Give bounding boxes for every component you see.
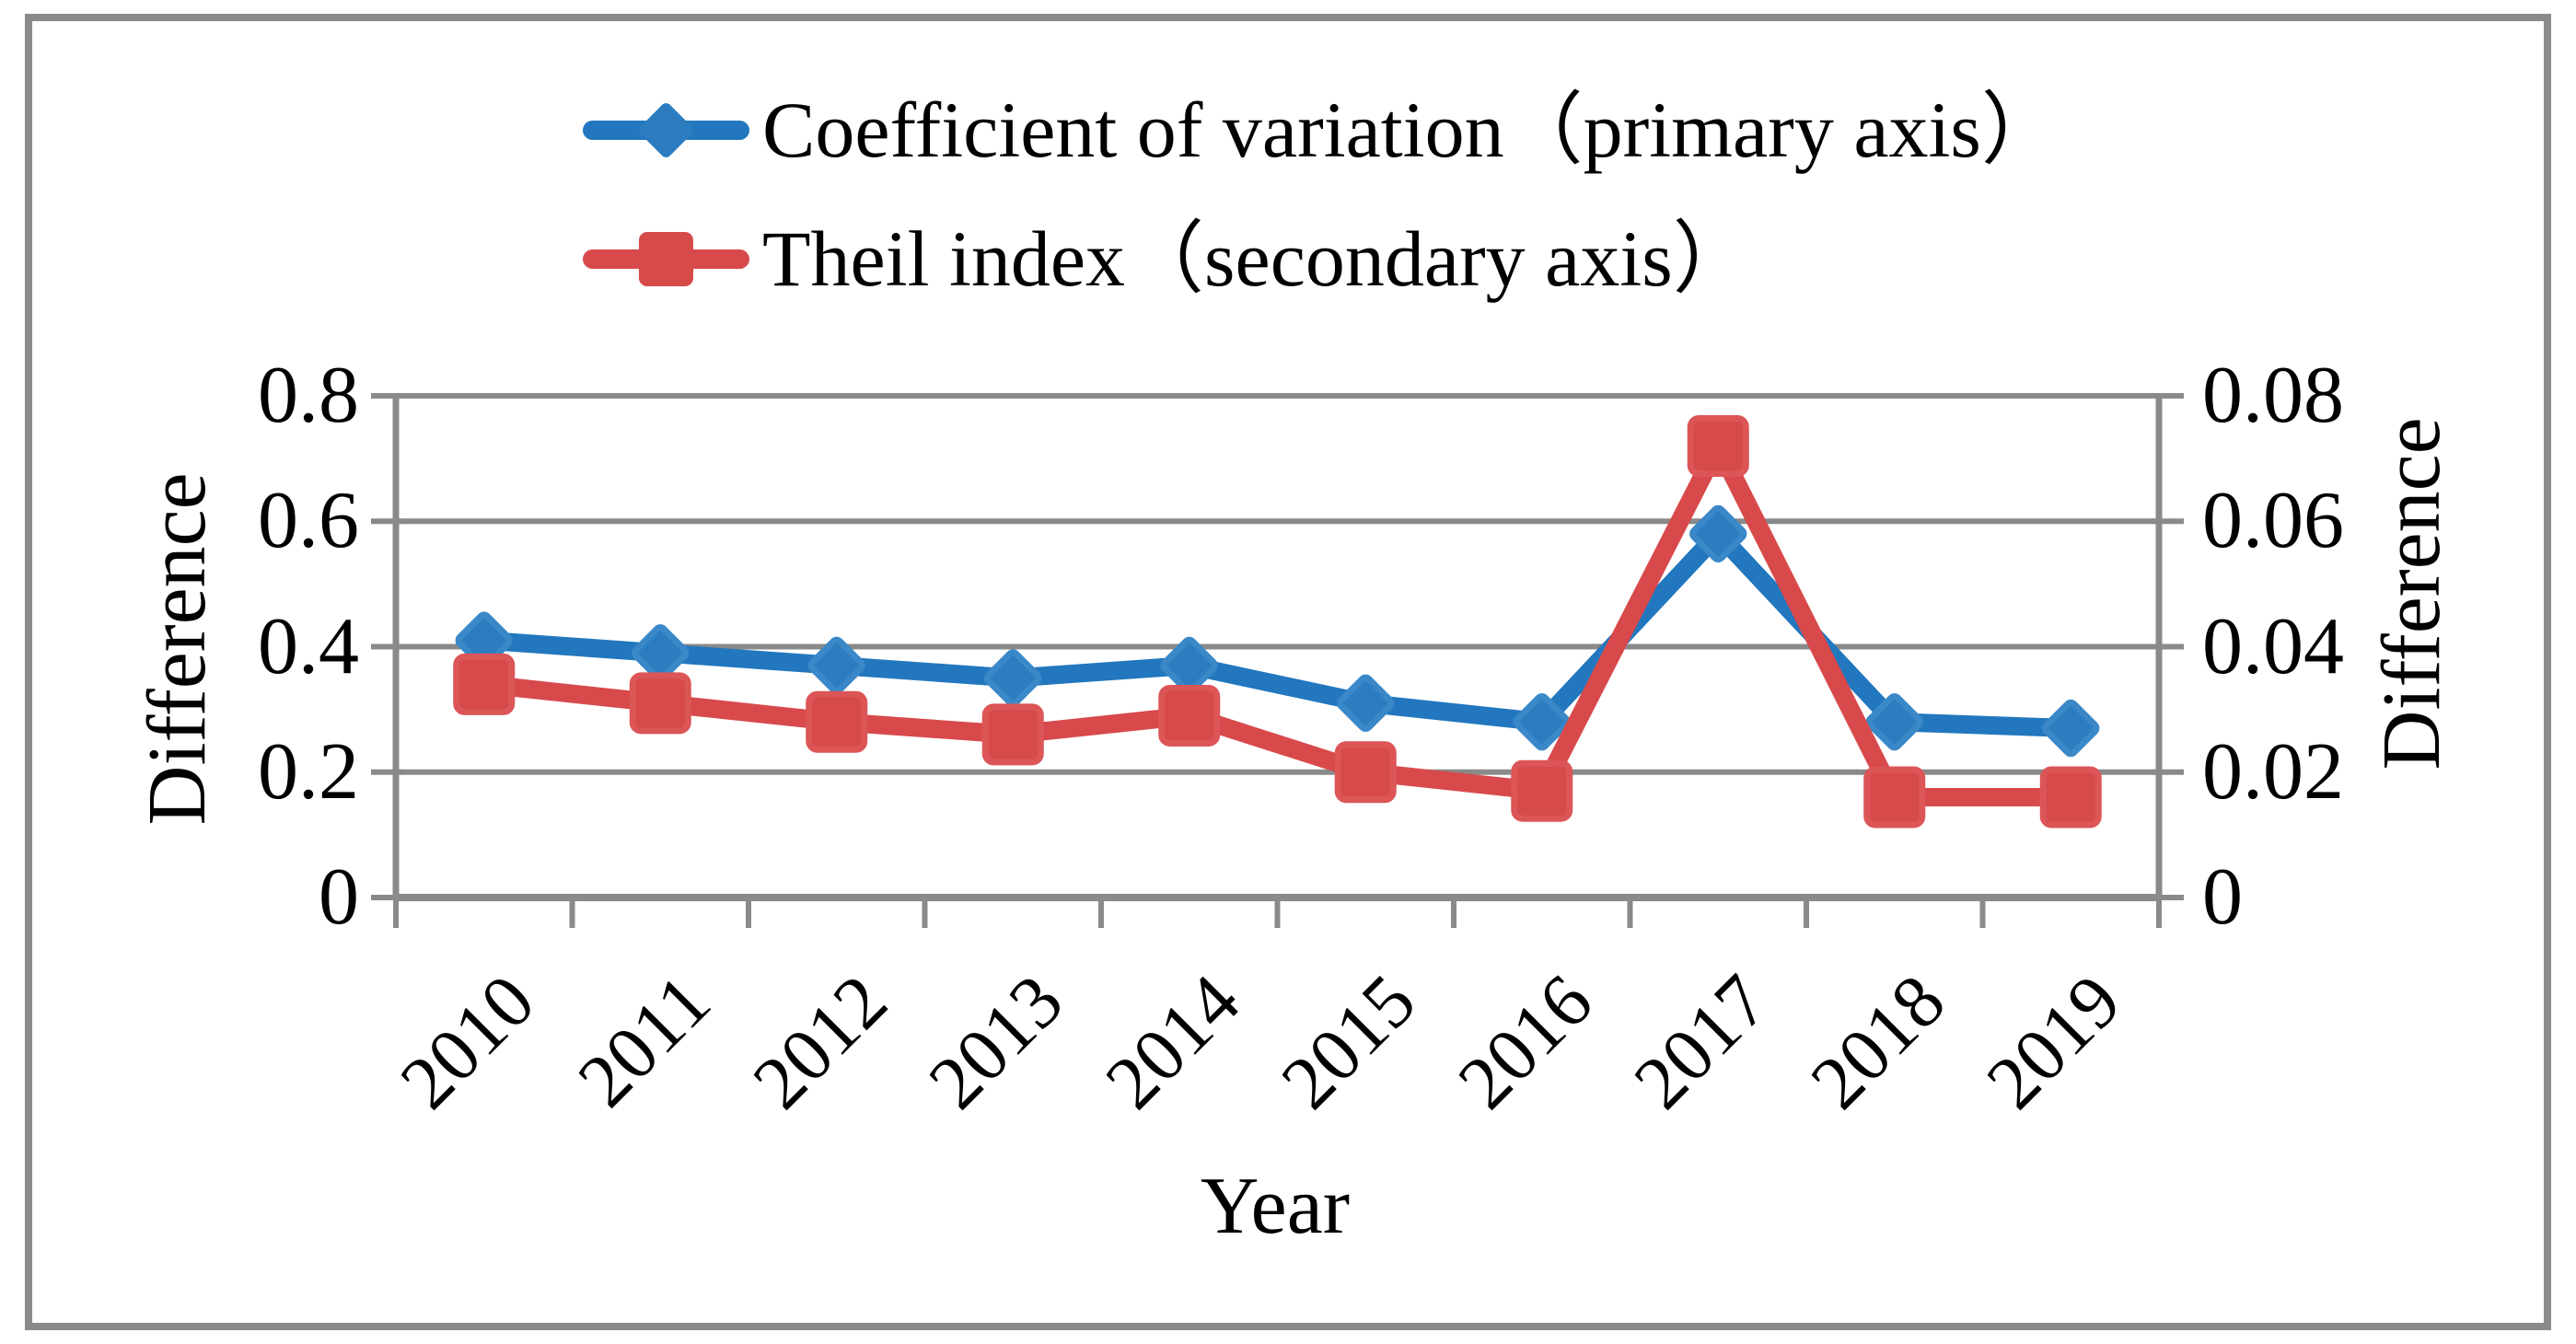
data-point-diamond xyxy=(1865,693,1923,751)
data-point-diamond xyxy=(1513,693,1571,751)
left-axis-tick-label: 0.4 xyxy=(258,601,359,691)
data-point-diamond xyxy=(1160,636,1218,695)
data-point-square xyxy=(981,703,1044,766)
data-point-diamond xyxy=(632,624,690,682)
data-point-square xyxy=(1334,741,1397,804)
data-point-diamond xyxy=(1689,504,1747,563)
data-point-square xyxy=(1511,759,1573,822)
right-axis-tick-label: 0.04 xyxy=(2202,601,2344,691)
legend-marker-red-square-icon xyxy=(583,194,749,323)
right-axis-tick-label: 0.06 xyxy=(2202,476,2344,566)
data-point-square xyxy=(806,690,868,753)
left-axis-tick-label: 0.6 xyxy=(258,476,359,566)
left-axis-tick-label: 0.8 xyxy=(258,351,359,440)
x-axis-title: Year xyxy=(1200,1162,1351,1251)
data-point-square xyxy=(453,653,516,715)
figure-border xyxy=(25,14,2551,1330)
data-point-square xyxy=(2039,766,2102,828)
data-point-diamond xyxy=(984,649,1042,707)
series-line-diamond xyxy=(474,524,2081,738)
data-point-square xyxy=(1158,684,1221,747)
square-marker-icon xyxy=(639,232,693,286)
data-point-diamond xyxy=(2042,699,2100,758)
legend-label: Theil index（secondary axis） xyxy=(762,214,1752,303)
data-point-diamond xyxy=(1337,674,1395,732)
series-line-square xyxy=(474,436,2081,806)
legend-marker-blue-diamond-icon xyxy=(583,65,749,194)
right-axis-tick-label: 0.08 xyxy=(2202,351,2344,440)
left-axis-tick-label: 0 xyxy=(319,852,359,942)
legend-item-coefficient-of-variation: Coefficient of variation（primary axis） xyxy=(583,65,2060,194)
left-axis-tick-label: 0.2 xyxy=(258,726,359,817)
data-point-square xyxy=(1863,766,1926,828)
data-point-square xyxy=(629,672,691,735)
right-axis-tick-label: 0 xyxy=(2202,852,2243,942)
legend-item-theil-index: Theil index（secondary axis） xyxy=(583,194,1752,323)
data-point-square xyxy=(1687,415,1749,477)
data-point-diamond xyxy=(807,636,865,695)
right-axis-tick-label: 0.02 xyxy=(2202,726,2344,817)
legend-label: Coefficient of variation（primary axis） xyxy=(762,86,2060,174)
